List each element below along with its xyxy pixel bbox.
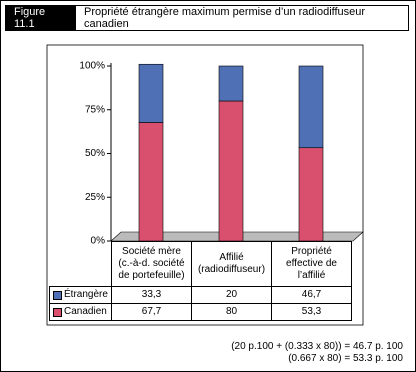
bar-segment: [298, 147, 324, 242]
x-category-label: Propriété effective de l’affilié: [271, 241, 352, 287]
footnote: (20 p.100 + (0.333 x 80)) = 46.7 p. 100: [231, 341, 403, 352]
legend-label: Étrangère: [64, 289, 108, 300]
data-label: 80: [191, 303, 272, 321]
bar-segment: [218, 65, 244, 102]
x-category-label: Société mère (c.-à-d. société de portefe…: [111, 241, 192, 287]
data-label: 67,7: [111, 303, 192, 321]
chart-frame: [46, 44, 364, 326]
data-label: 53,3: [271, 303, 352, 321]
data-label: 33,3: [111, 286, 192, 304]
data-label: 20: [191, 286, 272, 304]
data-label: 46,7: [271, 286, 352, 304]
y-tick-label: 25%: [85, 192, 105, 203]
figure-label: Figure 11.1: [6, 6, 77, 30]
bar-segment: [138, 63, 164, 123]
y-tick-label: 0%: [91, 236, 106, 247]
bar-segment: [218, 100, 244, 242]
footnote: (0.667 x 80) = 53.3 p. 100: [288, 353, 403, 364]
legend-swatch: [53, 307, 62, 317]
y-tick-label: 75%: [85, 104, 105, 115]
legend-entry: Étrangère: [49, 286, 112, 304]
x-category-label: Affilié (radiodiffuseur): [191, 241, 272, 287]
y-tick-label: 50%: [85, 148, 105, 159]
legend-swatch: [53, 290, 62, 300]
bar-segment: [298, 65, 324, 149]
y-tick-label: 100%: [79, 61, 105, 72]
figure-title: Propriété étrangère maximum permise d’un…: [84, 6, 366, 30]
bar-segment: [138, 122, 164, 242]
legend-entry: Canadien: [49, 303, 112, 321]
header: Figure 11.1 Propriété étrangère maximum …: [5, 5, 409, 31]
legend-label: Canadien: [64, 306, 107, 317]
